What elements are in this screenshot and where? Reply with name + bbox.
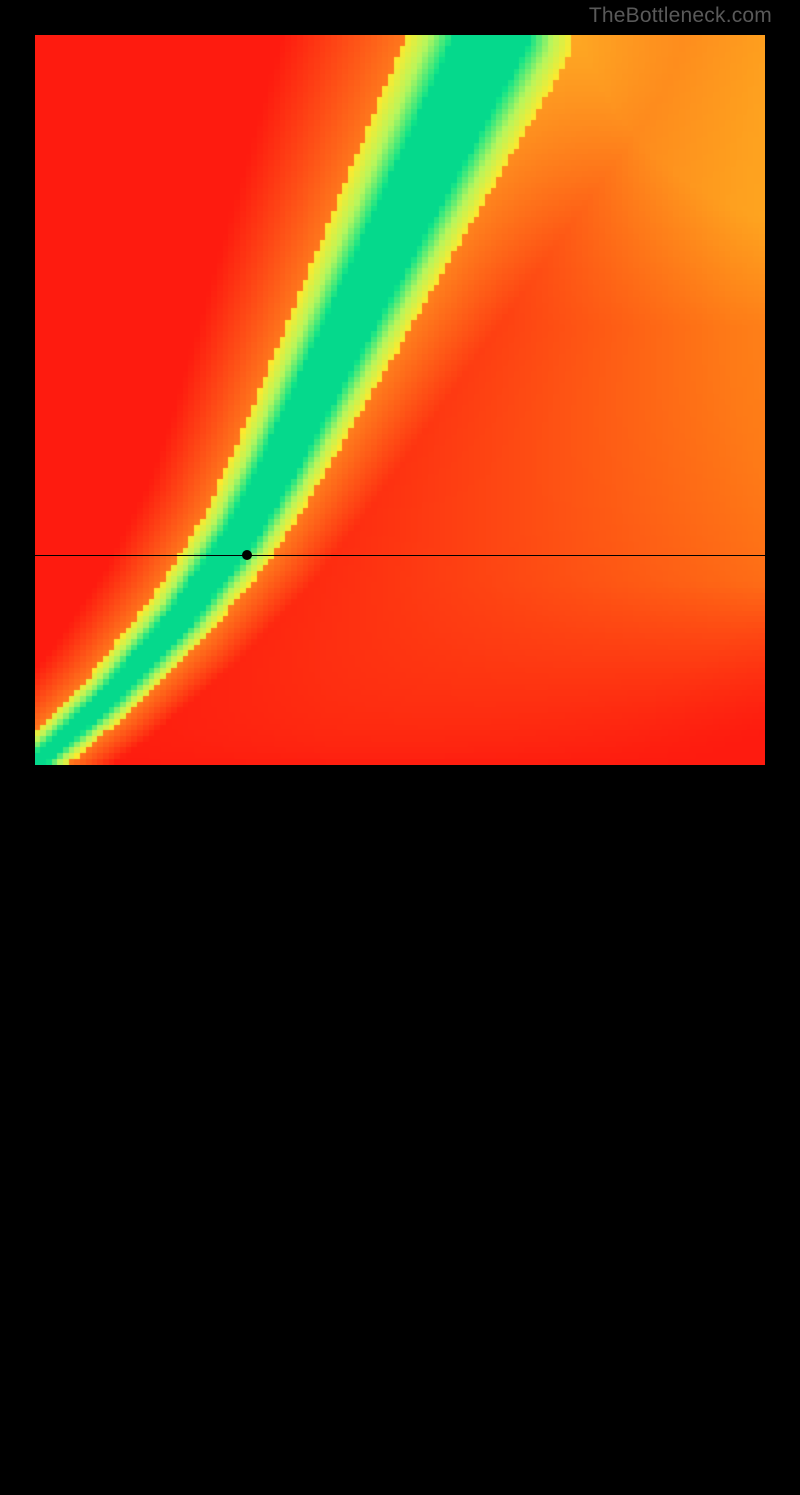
selection-marker xyxy=(242,550,252,560)
crosshair-horizontal xyxy=(35,555,765,556)
watermark-text: TheBottleneck.com xyxy=(589,4,772,28)
heatmap-plot xyxy=(35,35,765,765)
heatmap-canvas xyxy=(35,35,765,765)
crosshair-vertical xyxy=(247,765,248,1495)
